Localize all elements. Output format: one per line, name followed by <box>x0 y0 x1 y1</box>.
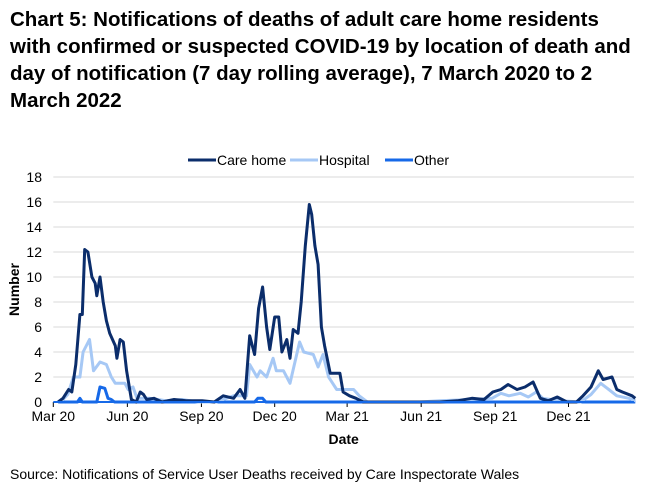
y-tick-label: 18 <box>26 169 42 185</box>
y-tick-label: 6 <box>34 319 42 335</box>
x-tick-label: Jun 20 <box>106 408 148 424</box>
x-axis-label: Date <box>328 431 359 447</box>
x-tick-label: Mar 20 <box>32 408 76 424</box>
series-line-care-home <box>57 203 637 404</box>
x-tick-label: Dec 20 <box>252 408 297 424</box>
y-tick-label: 14 <box>26 219 42 235</box>
y-tick-label: 4 <box>34 344 42 360</box>
series-line-hospital <box>57 338 636 404</box>
y-tick-label: 16 <box>26 194 42 210</box>
y-axis-label: Number <box>6 263 22 316</box>
legend-label: Hospital <box>319 152 370 168</box>
y-tick-label: 10 <box>26 269 42 285</box>
y-tick-label: 0 <box>34 394 42 410</box>
legend-label: Other <box>414 152 449 168</box>
x-tick-label: Dec 21 <box>546 408 591 424</box>
series-line-other <box>58 385 636 404</box>
x-tick-label: Sep 21 <box>473 408 518 424</box>
chart-title: Chart 5: Notifications of deaths of adul… <box>10 8 631 112</box>
y-tick-label: 8 <box>34 294 42 310</box>
x-tick-label: Mar 21 <box>325 408 369 424</box>
source-note: Source: Notifications of Service User De… <box>10 466 520 482</box>
y-tick-label: 2 <box>34 369 42 385</box>
x-tick-label: Jun 21 <box>400 408 442 424</box>
legend-label: Care home <box>217 152 286 168</box>
x-tick-label: Sep 20 <box>179 408 224 424</box>
y-tick-label: 12 <box>26 244 42 260</box>
